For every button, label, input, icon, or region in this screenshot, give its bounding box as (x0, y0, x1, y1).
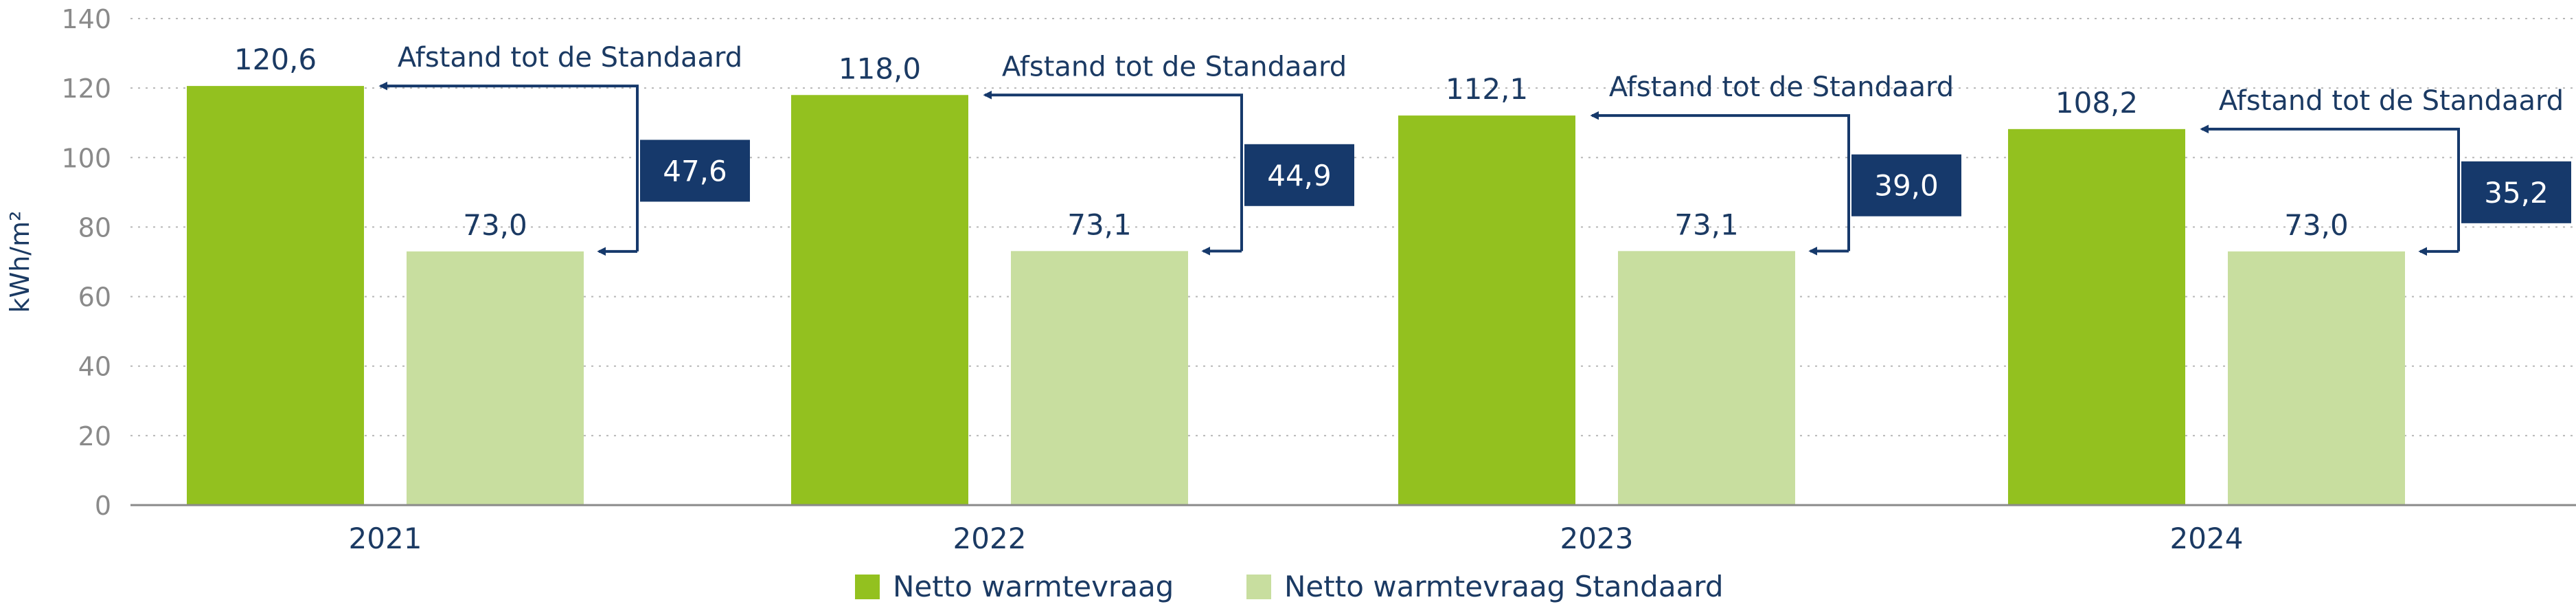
y-tick-label: 120 (61, 74, 111, 104)
y-axis-ticks: 0 20 40 60 80 100 120 140 (61, 4, 111, 521)
y-tick-label: 20 (78, 421, 111, 452)
y-tick-label: 60 (78, 282, 111, 313)
bar-value-label: 73,1 (1674, 208, 1739, 241)
bar-netto-warmtevraag (2008, 129, 2185, 505)
distance-arrow (378, 81, 639, 252)
legend-swatch (855, 575, 880, 599)
legend-label: Netto warmtevraag (893, 570, 1174, 603)
bar-value-label: 112,1 (1446, 72, 1528, 106)
x-axis-ticks: 2021 2022 2023 2024 (349, 522, 2244, 555)
y-tick-label: 40 (78, 352, 111, 382)
y-tick-label: 140 (61, 4, 111, 34)
y-tick-label: 100 (61, 143, 111, 173)
distance-annotation-label: Afstand tot de Standaard (2219, 85, 2564, 117)
distance-arrow (983, 90, 1243, 252)
distance-arrow (2200, 124, 2460, 252)
difference-badge (1851, 154, 1961, 216)
bar-netto-warmtevraag-standaard (2228, 251, 2405, 505)
difference-value: 47,6 (663, 154, 727, 188)
bar-netto-warmtevraag-standaard (1011, 251, 1188, 505)
x-tick-label: 2023 (1560, 522, 1634, 555)
difference-badge (1244, 144, 1354, 206)
bars: 120,6 73,0 118,0 73,1 112,1 73,1 108,2 73,0 (187, 43, 2405, 505)
x-tick-label: 2021 (349, 522, 422, 555)
bar-netto-warmtevraag (791, 95, 968, 505)
annotations: Afstand tot de Standaard 47,6 Afstand tot … (378, 42, 2571, 256)
distance-arrow (1590, 111, 1850, 252)
difference-value: 39,0 (1874, 169, 1939, 203)
x-tick-label: 2024 (2170, 522, 2244, 555)
difference-badge (640, 140, 750, 202)
bar-netto-warmtevraag-standaard (1618, 251, 1795, 505)
bar-value-label: 73,1 (1067, 208, 1132, 241)
legend: Netto warmtevraag Netto warmtevraag Stand… (855, 570, 1724, 603)
bar-value-label: 118,0 (839, 52, 921, 85)
difference-badge (2461, 161, 2571, 223)
legend-swatch (1246, 575, 1271, 599)
y-tick-label: 0 (95, 491, 111, 521)
x-tick-label: 2022 (953, 522, 1027, 555)
bar-netto-warmtevraag-standaard (407, 251, 584, 505)
difference-value: 44,9 (1267, 159, 1332, 192)
y-tick-label: 80 (78, 212, 111, 243)
bar-value-label: 120,6 (234, 43, 317, 76)
bar-value-label: 73,0 (463, 208, 527, 242)
y-axis-title: kWh/m² (5, 211, 35, 313)
distance-annotation-label: Afstand tot de Standaard (1002, 51, 1347, 82)
bar-value-label: 73,0 (2284, 208, 2349, 242)
distance-annotation-label: Afstand tot de Standaard (398, 42, 742, 74)
difference-value: 35,2 (2484, 176, 2549, 210)
bar-value-label: 108,2 (2055, 86, 2138, 120)
distance-annotation-label: Afstand tot de Standaard (1609, 71, 1954, 103)
bar-netto-warmtevraag (187, 86, 364, 505)
bar-netto-warmtevraag (1398, 115, 1575, 505)
legend-label: Netto warmtevraag Standaard (1284, 570, 1724, 603)
